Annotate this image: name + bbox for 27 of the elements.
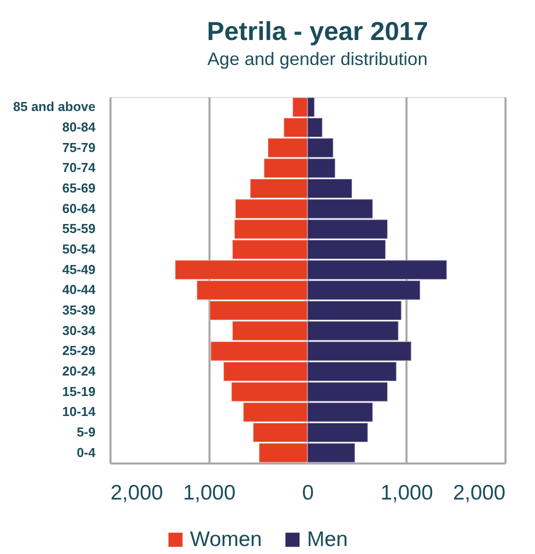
- y-tick-label: 25-29: [62, 343, 96, 358]
- y-tick-label: 10-14: [62, 404, 96, 420]
- legend-label: Men: [307, 528, 348, 551]
- x-tick-label: 1,000: [182, 482, 236, 504]
- chart-title: Petrila - year 2017: [206, 16, 428, 46]
- y-tick-label: 20-24: [62, 364, 96, 378]
- legend-label: Women: [190, 528, 262, 551]
- y-tick-label: 55-59: [62, 221, 96, 236]
- y-tick-label: 15-19: [62, 384, 96, 399]
- y-tick-label: 30-34: [62, 322, 96, 338]
- y-tick-label: 75-79: [62, 140, 96, 155]
- y-tick-label: 0-4: [76, 444, 96, 460]
- y-tick-label: 70-74: [62, 160, 96, 176]
- y-tick-label: 45-49: [62, 262, 96, 277]
- y-tick-label: 80-84: [62, 120, 96, 134]
- y-tick-label: 5-9: [76, 424, 96, 440]
- y-tick-label: 65-69: [62, 180, 96, 196]
- y-tick-label: 85 and above: [13, 99, 96, 114]
- y-tick-label: 40-44: [62, 282, 96, 298]
- x-tick-label: 1,000: [380, 482, 434, 504]
- chart-subtitle: Age and gender distribution: [207, 49, 428, 69]
- x-tick-label: 2,000: [452, 482, 506, 504]
- y-tick-label: 50-54: [62, 242, 96, 256]
- y-tick-label: 60-64: [62, 200, 96, 216]
- y-tick-label: 35-39: [62, 302, 96, 318]
- x-tick-label: 0: [302, 482, 314, 504]
- x-tick-label: 2,000: [110, 482, 164, 504]
